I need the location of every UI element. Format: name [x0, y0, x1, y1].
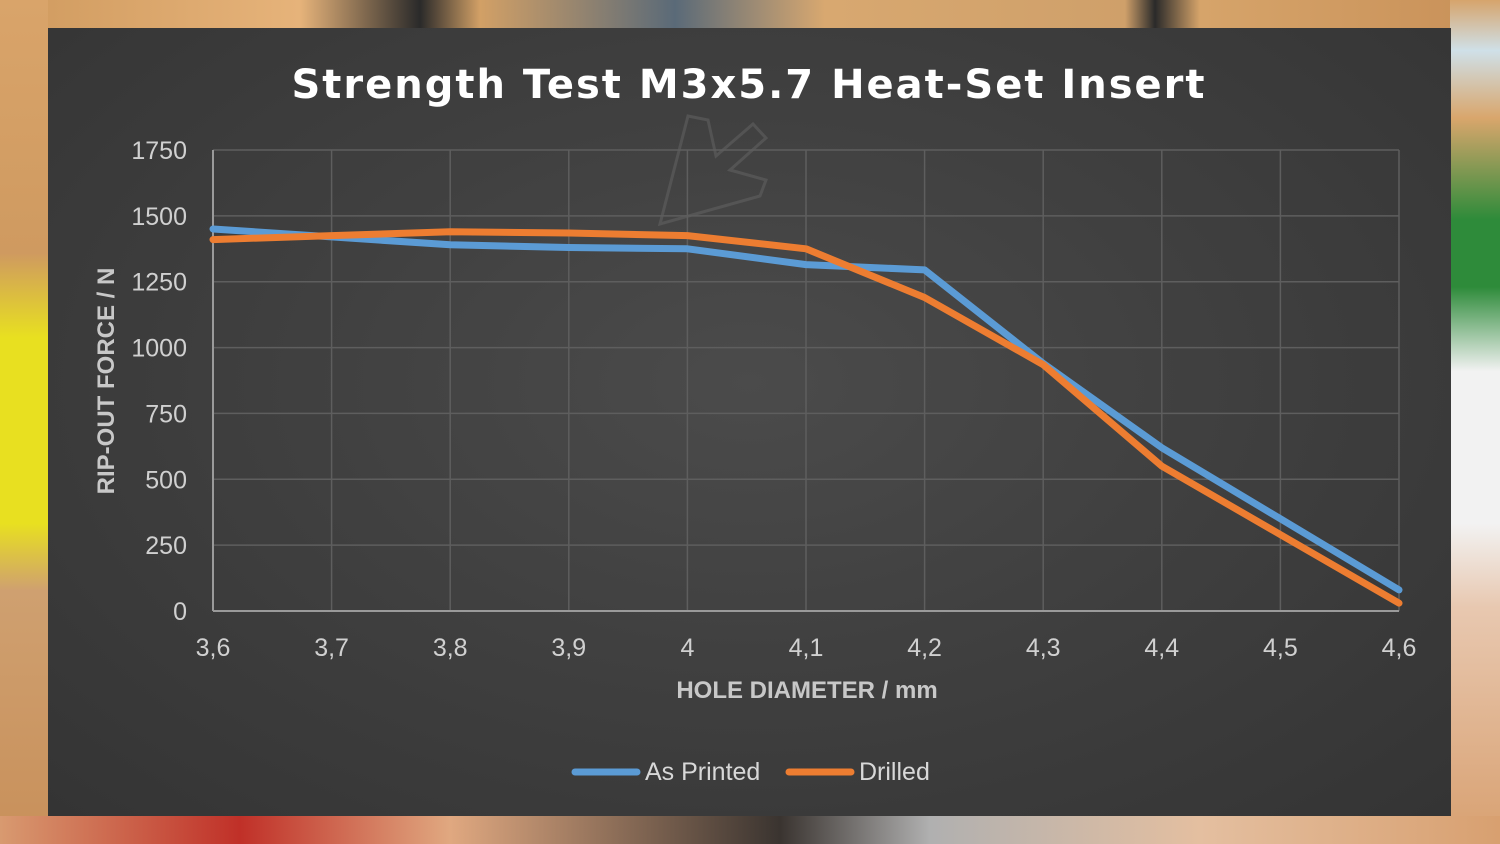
- background-left: [0, 0, 48, 844]
- x-tick-label: 3,8: [433, 634, 468, 662]
- y-tick-label: 1750: [131, 137, 187, 165]
- background-right: [1450, 0, 1500, 844]
- line-chart: Strength Test M3x5.7 Heat-Set Insert 0 25…: [93, 62, 1417, 786]
- series-line-drilled: [209, 228, 1403, 607]
- y-axis-title: RIP-OUT FORCE / N: [93, 268, 120, 495]
- y-tick-label: 750: [145, 400, 187, 428]
- y-tick-label: 1250: [131, 269, 187, 297]
- y-tick-label: 0: [173, 598, 187, 626]
- x-tick-label: 3,6: [196, 634, 231, 662]
- x-tick-label: 4,5: [1263, 634, 1298, 662]
- x-axis-ticks: 3,6 3,7 3,8 3,9 4 4,1 4,2 4,3 4,4 4,5 4,6: [196, 634, 1417, 662]
- gridlines: [212, 149, 1400, 612]
- x-tick-label: 4: [680, 634, 694, 662]
- x-tick-label: 4,4: [1144, 634, 1179, 662]
- y-tick-label: 1000: [131, 335, 187, 363]
- y-tick-label: 500: [145, 466, 187, 494]
- series-line-as-printed: [209, 225, 1403, 594]
- x-tick-label: 4,2: [907, 634, 942, 662]
- y-tick-label: 1500: [131, 203, 187, 231]
- x-tick-label: 4,1: [789, 634, 824, 662]
- background-top: [0, 0, 1500, 28]
- x-tick-label: 4,3: [1026, 634, 1061, 662]
- legend-label: Drilled: [859, 758, 930, 786]
- legend: As Printed Drilled: [571, 758, 930, 786]
- y-axis-ticks: 0 250 500 750 1000 1250 1500 1750: [131, 137, 187, 626]
- background-bottom: [0, 816, 1500, 844]
- legend-label: As Printed: [645, 758, 760, 786]
- x-tick-label: 3,9: [551, 634, 586, 662]
- y-tick-label: 250: [145, 532, 187, 560]
- series-lines: [209, 225, 1403, 607]
- x-axis-title: HOLE DIAMETER / mm: [676, 677, 937, 704]
- x-tick-label: 4,6: [1382, 634, 1417, 662]
- arrow-watermark-icon: [657, 114, 769, 227]
- x-tick-label: 3,7: [314, 634, 349, 662]
- chart-panel: Strength Test M3x5.7 Heat-Set Insert 0 25…: [48, 28, 1451, 816]
- chart-title: Strength Test M3x5.7 Heat-Set Insert: [291, 62, 1206, 108]
